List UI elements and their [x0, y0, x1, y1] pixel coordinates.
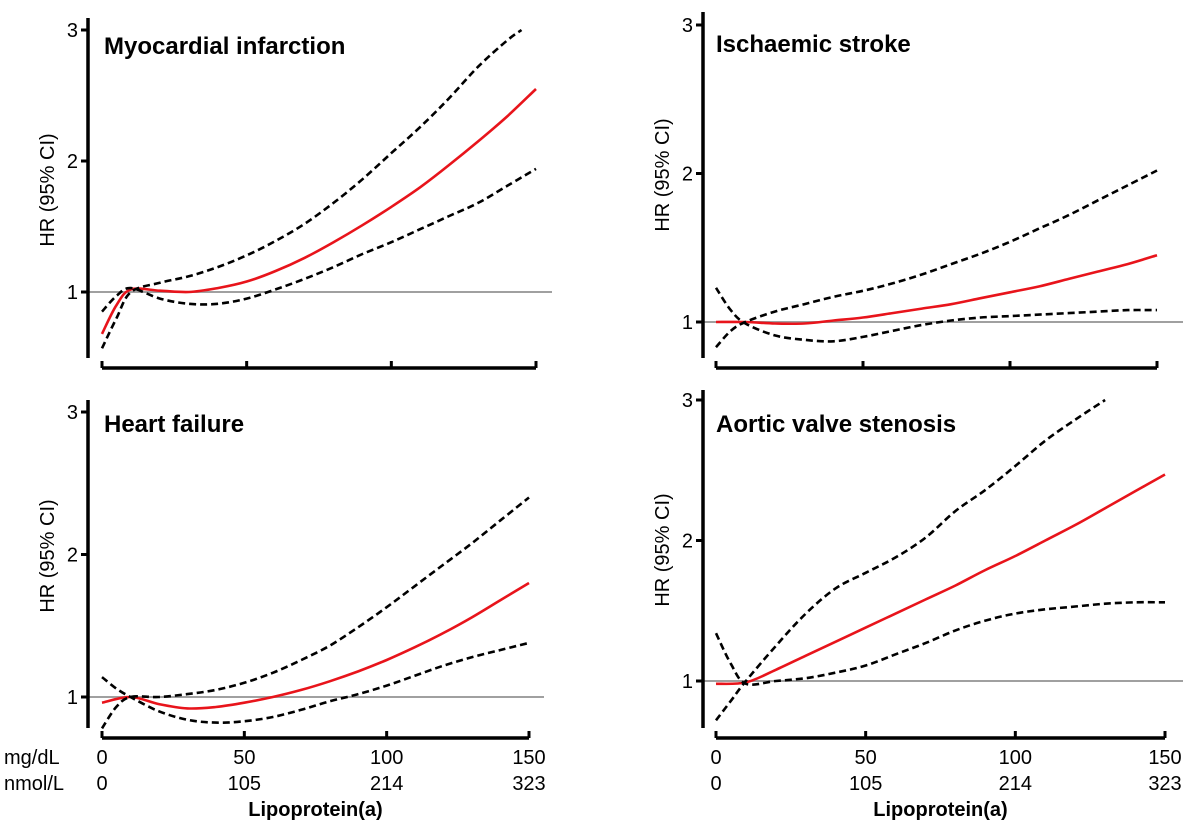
panel-2: 1 2 3 Ischaemic stroke HR (95% CI)	[652, 12, 1183, 370]
y-tick-label: 3	[67, 402, 78, 424]
x-tick-label-mgdl: 0	[710, 747, 721, 769]
x-tick-label-mgdl: 100	[999, 747, 1032, 769]
curves	[714, 169, 1158, 349]
curves	[100, 28, 537, 349]
panel-4: 1 2 3 0 0 50 105 100 214 150 323 Lipoprotein(a) Aort…	[652, 390, 1183, 821]
ci-bound-line	[100, 496, 530, 730]
x-tick-label-mgdl: 150	[1148, 747, 1181, 769]
ci-bound-line	[101, 167, 537, 313]
x-tick-label-nmol: 0	[710, 773, 721, 795]
x-unit-label-nmol: nmol/L	[4, 773, 64, 795]
x-tick-label-nmol: 214	[370, 773, 403, 795]
panel-title: Heart failure	[104, 411, 244, 438]
ci-bound-line	[101, 641, 530, 724]
x-unit-label-mgdl: mg/dL	[4, 747, 60, 769]
y-tick-label: 3	[67, 20, 78, 42]
curves	[100, 496, 530, 730]
x-tick-label-mgdl: 150	[512, 747, 545, 769]
y-tick-label: 1	[67, 282, 78, 304]
x-tick-label-nmol: 323	[512, 773, 545, 795]
x-tick-label-nmol: 0	[96, 773, 107, 795]
x-tick-label-nmol: 105	[228, 773, 261, 795]
hr-estimate-line	[715, 253, 1158, 326]
x-tick-label-nmol: 105	[849, 773, 882, 795]
x-tick-label-nmol: 214	[999, 773, 1032, 795]
ci-bound-line	[714, 600, 1166, 686]
hr-estimate-line	[100, 88, 537, 335]
ci-bound-line	[714, 398, 1106, 722]
x-axis-title: Lipoprotein(a)	[873, 799, 1007, 821]
y-tick-label: 1	[67, 687, 78, 709]
y-axis-title: HR (95% CI)	[37, 133, 59, 246]
x-axis-title: Lipoprotein(a)	[248, 799, 382, 821]
x-tick-label-mgdl: 50	[233, 747, 255, 769]
panel-title: Ischaemic stroke	[716, 31, 911, 58]
y-tick-label: 3	[682, 390, 693, 412]
y-axis-title: HR (95% CI)	[652, 493, 674, 606]
x-tick-label-mgdl: 100	[370, 747, 403, 769]
y-tick-label: 2	[67, 151, 78, 173]
y-tick-label: 3	[682, 15, 693, 37]
y-tick-label: 2	[682, 164, 693, 186]
curves	[714, 398, 1166, 722]
ci-bound-line	[714, 287, 1158, 343]
y-tick-label: 2	[67, 545, 78, 567]
hr-estimate-line	[715, 473, 1166, 686]
y-tick-label: 2	[682, 531, 693, 553]
panel-title: Aortic valve stenosis	[716, 411, 956, 438]
hr-estimate-line	[101, 581, 530, 710]
x-tick-label-mgdl: 0	[96, 747, 107, 769]
x-tick-label-mgdl: 50	[855, 747, 877, 769]
y-axis-title: HR (95% CI)	[652, 118, 674, 231]
y-tick-label: 1	[682, 671, 693, 693]
panel-1: 1 2 3 Myocardial infarction HR (95% CI)	[37, 18, 552, 370]
panel-title: Myocardial infarction	[104, 33, 345, 60]
x-tick-label-nmol: 323	[1148, 773, 1181, 795]
y-axis-title: HR (95% CI)	[37, 499, 59, 612]
panel-3: 1 2 3 0 0 50 105 100 214 150 323 Lipoprotein(a) Hear…	[37, 400, 546, 821]
ci-bound-line	[100, 28, 523, 349]
y-tick-label: 1	[682, 312, 693, 334]
ci-bound-line	[715, 169, 1158, 349]
